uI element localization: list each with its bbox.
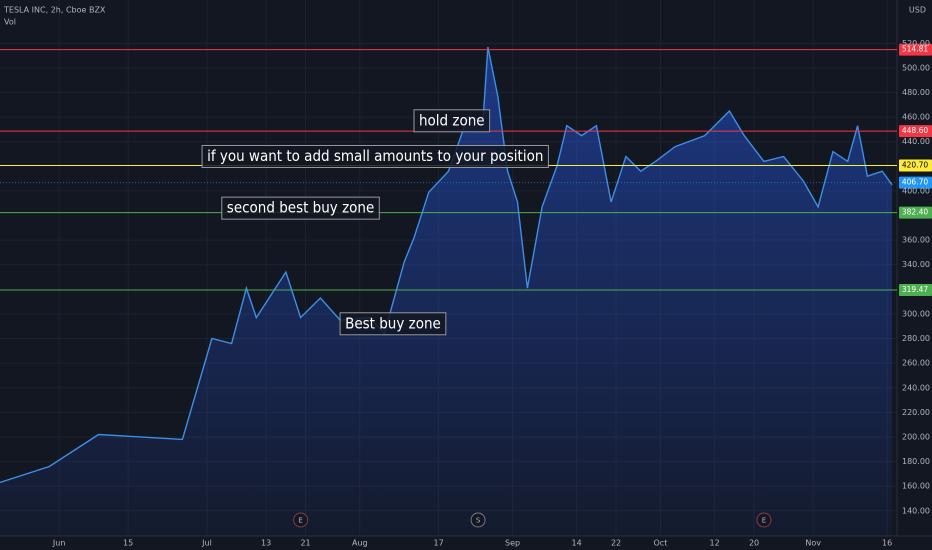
event-marker — [470, 512, 486, 528]
y-tick-label: 240.00 — [902, 383, 930, 392]
x-tick-label: 20 — [749, 539, 759, 548]
annotation-text: if you want to add small amounts to your… — [207, 147, 543, 165]
annotation-box — [221, 196, 380, 220]
y-tick-label: 460.00 — [902, 113, 930, 122]
annotation-text: second best buy zone — [227, 199, 374, 217]
annotation-box — [413, 109, 491, 133]
y-tick-label: 340.00 — [902, 260, 930, 269]
price-line — [0, 46, 893, 484]
x-tick-label: 16 — [882, 539, 892, 548]
annotation-text: hold zone — [419, 111, 485, 129]
level-tag — [899, 159, 932, 172]
annotation-text: Best buy zone — [345, 314, 441, 332]
y-tick-label: 360.00 — [902, 236, 930, 245]
y-tick-label: 200.00 — [902, 432, 930, 441]
last-price-label: 406.70 — [902, 178, 928, 187]
x-tick-label: Jun — [52, 539, 66, 548]
level-label: 448.60 — [902, 126, 928, 135]
y-tick-label: 500.00 — [902, 63, 930, 72]
y-tick-label: 220.00 — [902, 408, 930, 417]
x-tick-label: Jul — [201, 539, 212, 548]
level-tag — [899, 283, 932, 296]
x-tick-label: 17 — [434, 539, 444, 548]
x-tick-label: Nov — [805, 539, 821, 548]
x-tick-label: 21 — [300, 539, 310, 548]
level-label: 382.40 — [902, 208, 928, 217]
y-tick-label: 300.00 — [902, 309, 930, 318]
area-fill — [0, 47, 893, 536]
event-label: E — [762, 517, 766, 525]
last-price-tag — [899, 176, 932, 189]
x-tick-label: 13 — [261, 539, 271, 548]
y-tick-label: 480.00 — [902, 88, 930, 97]
annotation-box — [339, 312, 447, 336]
x-tick-label: 15 — [123, 539, 133, 548]
x-tick-label: 22 — [611, 539, 621, 548]
y-tick-label: 520.00 — [902, 39, 930, 48]
event-label: S — [476, 517, 481, 525]
x-tick-label: Aug — [352, 539, 368, 548]
y-tick-label: 140.00 — [902, 506, 930, 515]
y-tick-label: 260.00 — [902, 359, 930, 368]
x-tick-label: Sep — [505, 539, 520, 548]
annotation-box — [201, 144, 549, 168]
volume-label: Vol — [4, 18, 16, 27]
level-tag — [899, 125, 932, 138]
x-tick-label: Oct — [654, 539, 668, 548]
event-marker — [293, 512, 309, 528]
chart-title: TESLA INC, 2h, Cboe BZX — [3, 6, 106, 15]
y-tick-label: 400.00 — [902, 186, 930, 195]
level-tag — [899, 43, 932, 56]
y-tick-label: 160.00 — [902, 482, 930, 491]
y-tick-label: 280.00 — [902, 334, 930, 343]
level-tag — [899, 206, 932, 219]
y-tick-label: 440.00 — [902, 137, 930, 146]
x-tick-label: 12 — [710, 539, 720, 548]
event-marker — [756, 512, 772, 528]
event-label: E — [298, 517, 302, 525]
x-tick-label: 14 — [572, 539, 582, 548]
level-label: 319.47 — [902, 285, 928, 294]
y-tick-label: 180.00 — [902, 457, 930, 466]
level-label: 420.70 — [902, 160, 928, 169]
currency: USD — [909, 6, 926, 15]
level-label: 514.81 — [902, 45, 928, 54]
